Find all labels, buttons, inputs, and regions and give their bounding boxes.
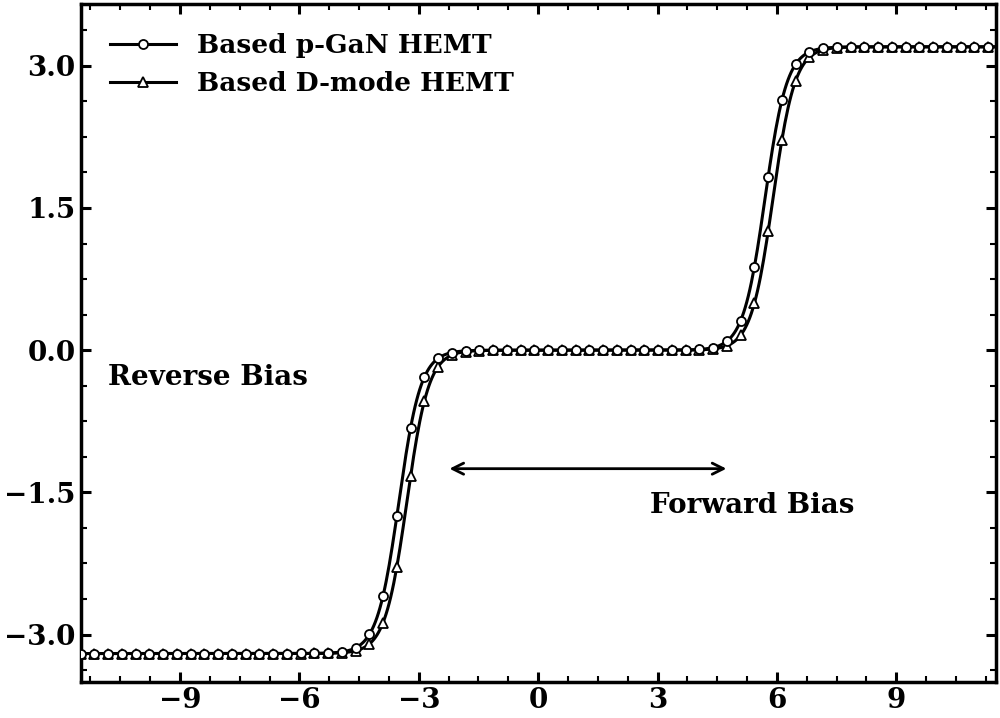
Based p-GaN HEMT: [489, 346, 501, 355]
Based p-GaN HEMT: [990, 42, 1000, 51]
Based p-GaN HEMT: [614, 346, 626, 355]
Based D-mode HEMT: [990, 42, 1000, 51]
Based D-mode HEMT: [764, 217, 776, 225]
Based D-mode HEMT: [310, 649, 322, 658]
Based D-mode HEMT: [237, 649, 249, 658]
Based p-GaN HEMT: [686, 345, 698, 354]
Line: Based p-GaN HEMT: Based p-GaN HEMT: [76, 42, 1000, 658]
Text: Forward Bias: Forward Bias: [650, 493, 854, 519]
Based D-mode HEMT: [614, 346, 626, 355]
Based D-mode HEMT: [489, 346, 501, 355]
Based p-GaN HEMT: [75, 649, 87, 658]
Legend: Based p-GaN HEMT, Based D-mode HEMT: Based p-GaN HEMT, Based D-mode HEMT: [94, 17, 529, 112]
Line: Based D-mode HEMT: Based D-mode HEMT: [76, 42, 1000, 658]
Based D-mode HEMT: [686, 345, 698, 354]
Based p-GaN HEMT: [237, 649, 249, 658]
Text: Reverse Bias: Reverse Bias: [108, 365, 308, 391]
Based p-GaN HEMT: [764, 162, 776, 171]
Based p-GaN HEMT: [310, 649, 322, 658]
Based D-mode HEMT: [75, 649, 87, 658]
